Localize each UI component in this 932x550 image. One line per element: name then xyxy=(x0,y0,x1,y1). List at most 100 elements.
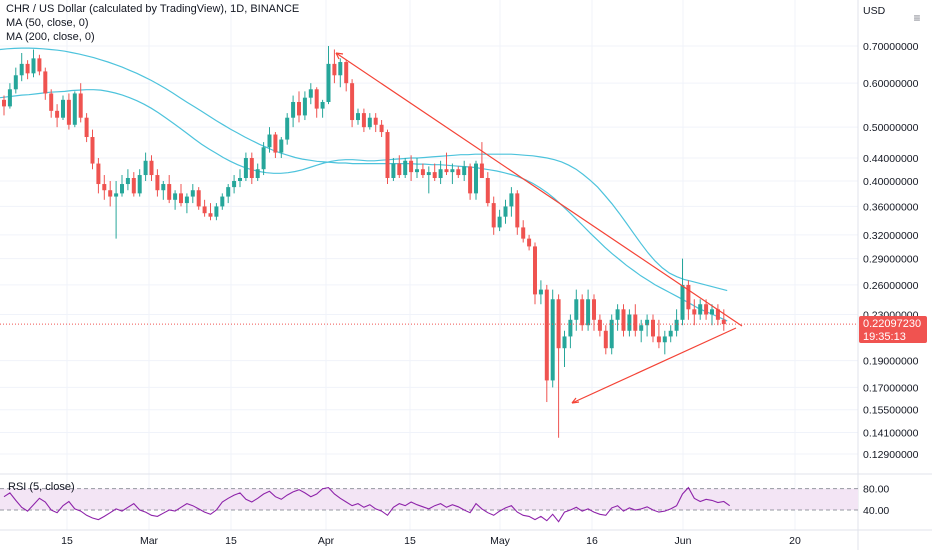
candle-body xyxy=(432,172,437,179)
candle-body xyxy=(692,309,697,315)
ma50-line xyxy=(0,89,728,292)
candle-body xyxy=(226,187,231,197)
candle-body xyxy=(243,158,248,179)
upper-trendline[interactable] xyxy=(335,52,743,327)
triangle-trendlines[interactable] xyxy=(335,52,743,404)
rsi-band xyxy=(0,488,858,510)
price-tick-label: 0.40000000 xyxy=(863,176,919,188)
time-tick-label: Jun xyxy=(675,535,692,547)
candle-body xyxy=(267,134,272,148)
candle-body xyxy=(715,309,720,320)
candle-body xyxy=(49,93,54,111)
time-tick-label: Apr xyxy=(318,535,335,547)
candle-body xyxy=(273,134,278,153)
candle-body xyxy=(391,163,396,179)
candle-body xyxy=(509,193,514,207)
price-tick-label: 0.26000000 xyxy=(863,280,919,292)
candle-body xyxy=(155,175,160,191)
candle-body xyxy=(184,196,189,204)
price-tick-label: 0.60000000 xyxy=(863,78,919,90)
candle-body xyxy=(125,178,130,185)
candle-body xyxy=(597,319,602,331)
candle-body xyxy=(350,83,355,121)
candle-body xyxy=(621,309,626,331)
candle-body xyxy=(721,319,726,325)
candle-body xyxy=(674,319,679,331)
candle-body xyxy=(143,160,148,176)
candle-body xyxy=(2,99,6,107)
rsi-tick-label: 40.00 xyxy=(863,505,889,517)
candle-body xyxy=(538,289,543,295)
candle-body xyxy=(220,196,225,207)
candle-body xyxy=(108,190,113,197)
candle-body xyxy=(55,110,60,118)
candle-body xyxy=(474,163,478,194)
candle-body xyxy=(615,309,620,320)
candle-body xyxy=(562,336,567,349)
candle-body xyxy=(633,314,638,331)
candle-body xyxy=(491,203,496,228)
candle-body xyxy=(680,284,685,320)
candle-body xyxy=(497,216,502,228)
candle-body xyxy=(385,132,390,179)
ma200-legend: MA (200, close, 0) xyxy=(6,31,95,43)
candle-body xyxy=(131,178,136,194)
candle-body xyxy=(603,330,608,349)
candle-body xyxy=(426,172,431,176)
time-tick-label: 16 xyxy=(586,535,598,547)
candle-body xyxy=(114,193,119,197)
candle-body xyxy=(379,124,384,133)
candle-body xyxy=(291,101,296,118)
time-tick-label: 15 xyxy=(61,535,73,547)
candle-body xyxy=(78,93,83,118)
candle-body xyxy=(444,169,449,173)
time-tick-label: May xyxy=(490,535,511,547)
rsi-pane xyxy=(0,486,858,523)
candle-body xyxy=(72,93,77,125)
last-price-tag: 0.22097230 19:35:13 xyxy=(859,316,927,343)
candle-body xyxy=(102,184,107,191)
candle-body xyxy=(202,206,207,214)
candle-body xyxy=(420,169,425,176)
candle-body xyxy=(456,169,461,176)
candle-body xyxy=(285,117,290,140)
price-axis[interactable]: 0.70000000 0.60000000 0.50000000 0.44000000… xyxy=(863,41,919,461)
candle-body xyxy=(179,193,183,204)
candle-body xyxy=(668,330,673,337)
last-price-value: 0.22097230 xyxy=(863,318,921,330)
currency-label: USD xyxy=(863,5,886,17)
price-tick-label: 0.70000000 xyxy=(863,41,919,53)
candle-body xyxy=(397,163,402,176)
candle-body xyxy=(627,314,632,331)
ma50-legend: MA (50, close, 0) xyxy=(6,17,89,29)
candle-body xyxy=(13,75,18,90)
menu-icon[interactable]: ≡ xyxy=(913,11,921,25)
candle-body xyxy=(403,160,408,176)
candle-body xyxy=(25,63,30,74)
time-axis[interactable]: 15 Mar 15 Apr 15 May 16 Jun 20 xyxy=(61,535,801,547)
price-tick-label: 0.36000000 xyxy=(863,201,919,213)
bar-countdown: 19:35:13 xyxy=(863,331,906,343)
candle-body xyxy=(43,71,48,94)
candle-body xyxy=(66,99,71,125)
candle-body xyxy=(308,89,313,98)
candle-body xyxy=(645,319,650,326)
ma200-line xyxy=(0,47,728,322)
candle-body xyxy=(238,178,242,182)
candle-body xyxy=(485,178,490,204)
lower-trendline[interactable] xyxy=(571,327,737,404)
time-tick-label: 20 xyxy=(789,535,801,547)
rsi-legend: RSI (5, close) xyxy=(8,481,75,493)
candle-body xyxy=(137,175,142,194)
candle-body xyxy=(37,58,42,72)
candle-body xyxy=(320,101,325,109)
candle-body xyxy=(361,113,366,128)
rsi-axis: 80.00 40.00 xyxy=(863,484,889,517)
candle-body xyxy=(214,206,219,217)
candle-body xyxy=(450,169,455,173)
price-tick-label: 0.29000000 xyxy=(863,254,919,266)
candle-body xyxy=(196,190,201,207)
candle-body xyxy=(167,184,172,200)
